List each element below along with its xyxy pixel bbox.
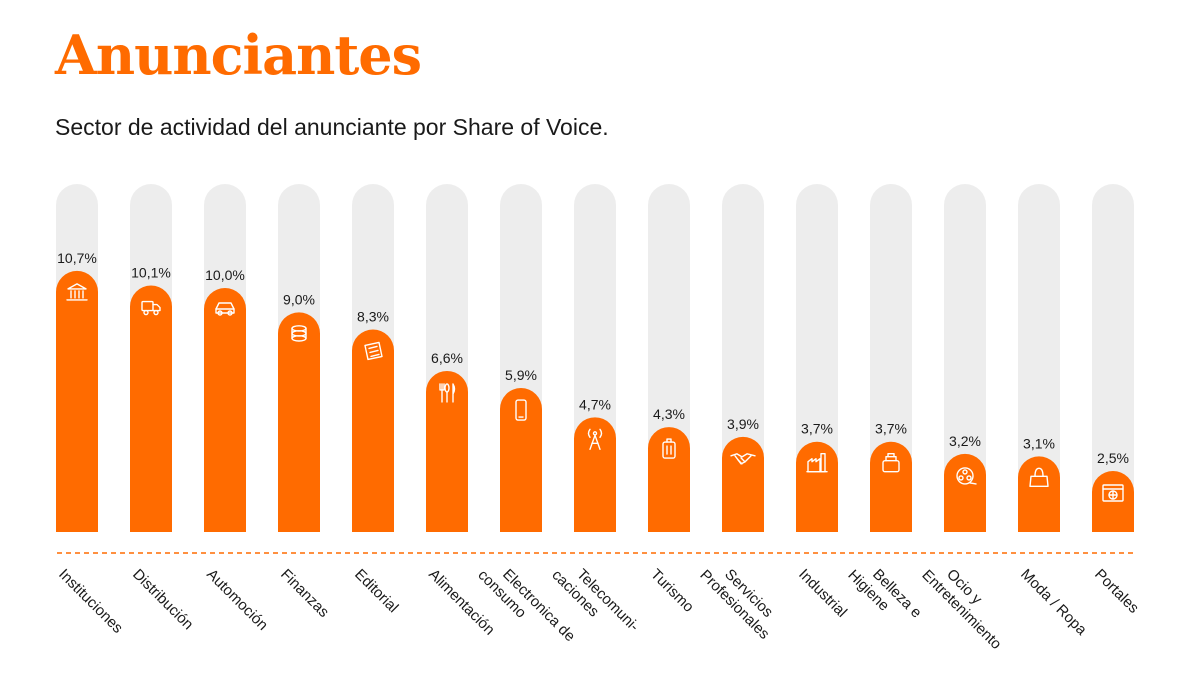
category-label-line: Distribución bbox=[129, 566, 196, 633]
category-label-line: Instituciones bbox=[55, 566, 126, 637]
bar bbox=[796, 441, 838, 532]
data-label: 3,1% bbox=[1023, 435, 1055, 451]
category-label-line: Industrial bbox=[795, 566, 850, 621]
data-label: 10,0% bbox=[205, 267, 245, 283]
category-label-line: Portales bbox=[1091, 566, 1142, 617]
data-label: 4,7% bbox=[579, 396, 611, 412]
chart-title: Anunciantes bbox=[55, 23, 422, 87]
truck-icon bbox=[141, 300, 161, 316]
coins-icon bbox=[291, 325, 307, 342]
cosmetics-icon bbox=[882, 453, 900, 473]
bar bbox=[1018, 456, 1060, 532]
handbag-icon bbox=[1029, 467, 1049, 488]
category-label: Industrial bbox=[795, 566, 850, 621]
bank-icon bbox=[66, 283, 88, 301]
bar bbox=[574, 417, 616, 532]
data-label: 2,5% bbox=[1097, 450, 1129, 466]
chart-subtitle: Sector de actividad del anunciante por S… bbox=[55, 114, 609, 140]
category-label: Portales bbox=[1091, 566, 1142, 617]
cutlery-icon bbox=[439, 383, 456, 403]
bar bbox=[500, 388, 542, 532]
category-label-line: Turismo bbox=[647, 566, 697, 616]
data-label: 3,2% bbox=[949, 433, 981, 449]
category-label: Moda / Ropa bbox=[1017, 566, 1090, 639]
category-label-line: Automoción bbox=[203, 566, 271, 634]
bar bbox=[56, 270, 98, 532]
category-label: Editorial bbox=[351, 566, 401, 616]
bar bbox=[278, 312, 320, 532]
data-label: 9,0% bbox=[283, 291, 315, 307]
data-label: 5,9% bbox=[505, 367, 537, 383]
category-label: Distribución bbox=[129, 566, 196, 633]
category-label: ServiciosProfesionales bbox=[696, 554, 785, 643]
suitcase-icon bbox=[662, 438, 676, 459]
category-label: Automoción bbox=[203, 566, 271, 634]
data-label: 6,6% bbox=[431, 350, 463, 366]
handshake-icon bbox=[730, 453, 756, 465]
smartphone-icon bbox=[515, 399, 527, 421]
data-label: 10,7% bbox=[57, 250, 97, 266]
antenna-icon bbox=[587, 428, 603, 451]
car-icon bbox=[215, 302, 235, 316]
category-label-line: Finanzas bbox=[277, 566, 332, 621]
bar-track bbox=[1018, 184, 1060, 532]
data-label: 8,3% bbox=[357, 308, 389, 324]
bar bbox=[648, 427, 690, 532]
bar-track bbox=[1092, 184, 1134, 532]
bar bbox=[870, 441, 912, 532]
category-label: Instituciones bbox=[55, 566, 126, 637]
newspaper-icon bbox=[364, 341, 383, 361]
bar-track bbox=[944, 184, 986, 532]
bar bbox=[204, 288, 246, 532]
factory-icon bbox=[806, 453, 828, 473]
bar bbox=[722, 436, 764, 532]
category-label-line: Editorial bbox=[351, 566, 401, 616]
film-reel-icon bbox=[956, 467, 977, 485]
browser-globe-icon bbox=[1102, 484, 1124, 502]
bar bbox=[130, 285, 172, 532]
data-label: 3,7% bbox=[875, 421, 907, 437]
bar bbox=[426, 370, 468, 532]
data-label: 10,1% bbox=[131, 265, 171, 281]
bar bbox=[352, 329, 394, 532]
category-label-line: Moda / Ropa bbox=[1017, 566, 1090, 639]
data-label: 4,3% bbox=[653, 406, 685, 422]
category-label: Turismo bbox=[647, 566, 697, 616]
category-label: Ocio yEntretenimiento bbox=[918, 554, 1017, 653]
category-label: Finanzas bbox=[277, 566, 332, 621]
data-label: 3,7% bbox=[801, 421, 833, 437]
bar bbox=[944, 453, 986, 532]
category-label: Belleza eHigiene bbox=[844, 554, 924, 634]
data-label: 3,9% bbox=[727, 416, 759, 432]
